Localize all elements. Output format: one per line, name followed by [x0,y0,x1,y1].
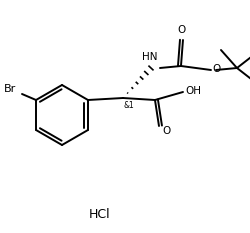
Text: O: O [212,64,220,74]
Text: OH: OH [185,86,201,96]
Text: &1: &1 [124,100,135,110]
Text: Br: Br [4,84,16,94]
Text: O: O [162,126,170,136]
Text: HN: HN [142,52,158,62]
Text: O: O [178,25,186,35]
Text: HCl: HCl [89,209,111,222]
